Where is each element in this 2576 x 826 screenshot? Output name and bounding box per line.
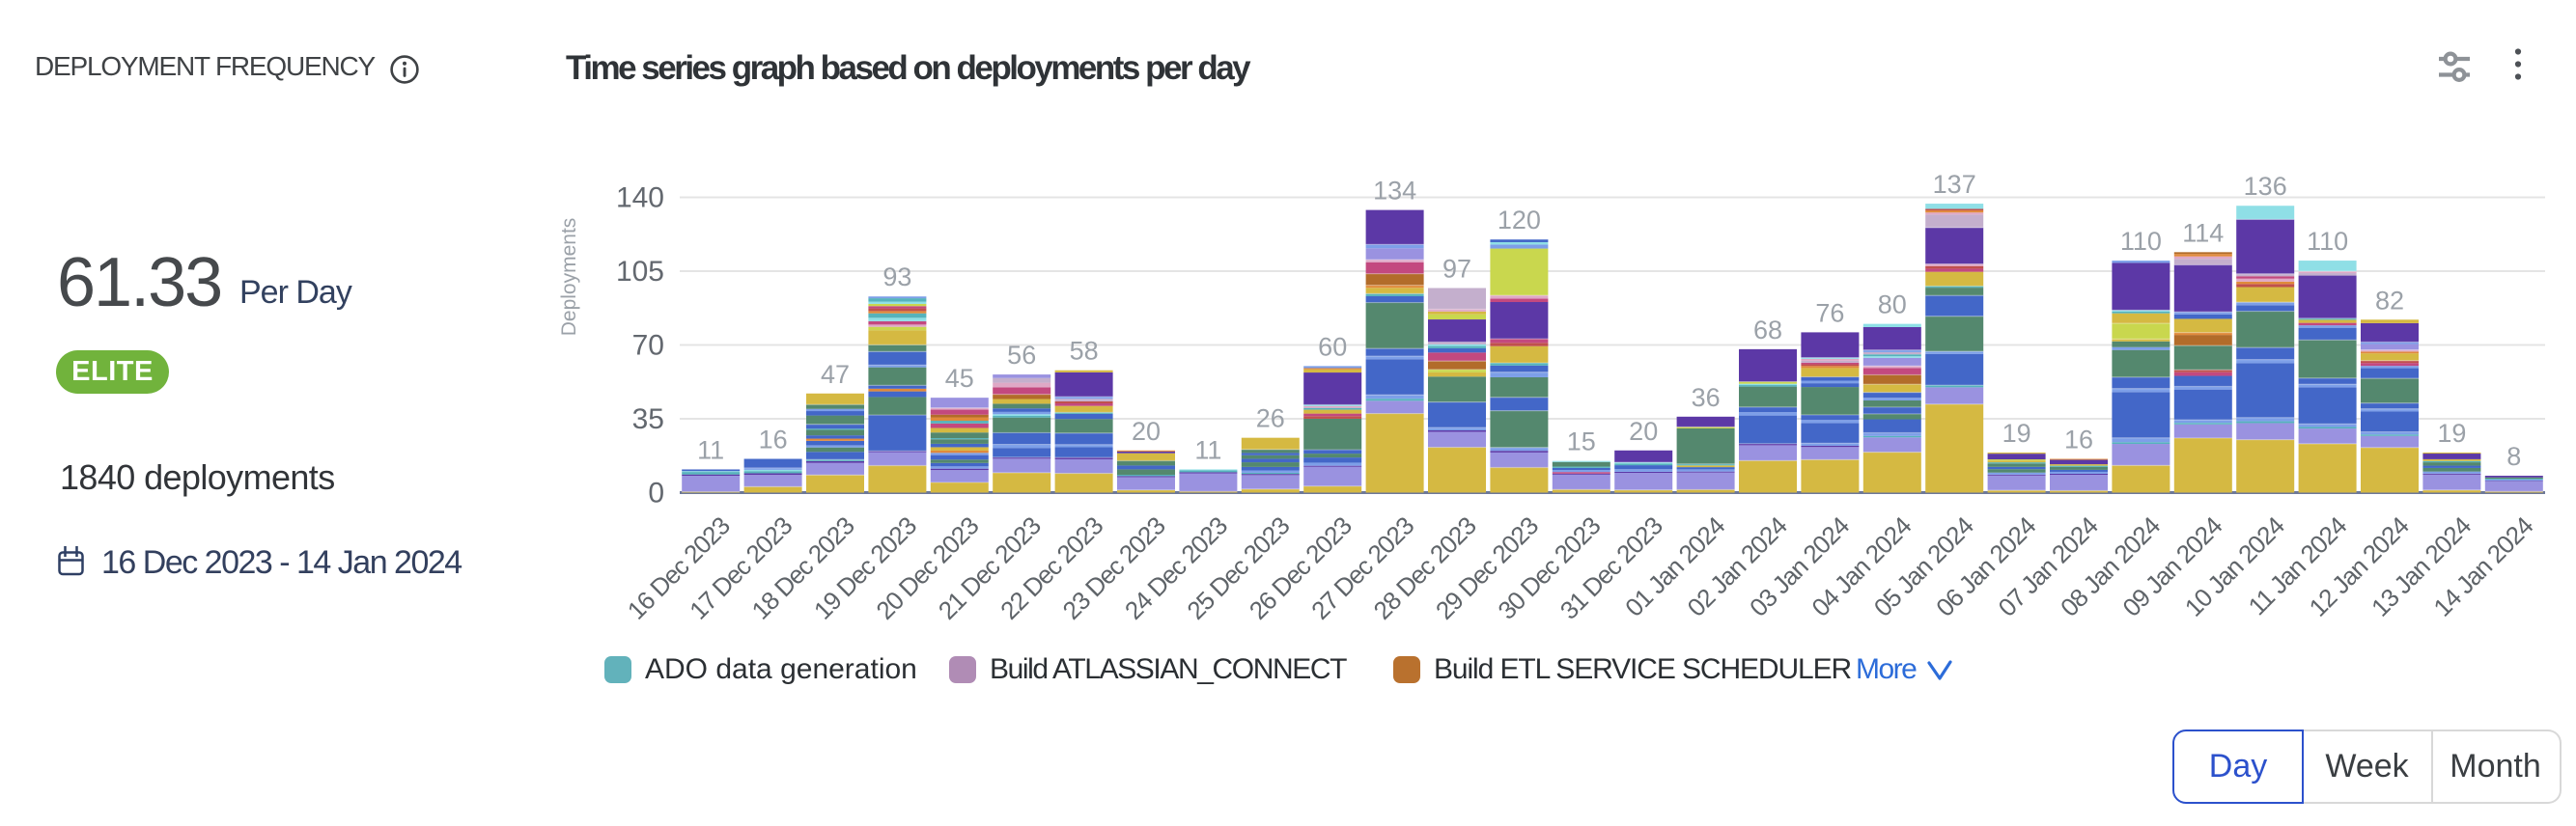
svg-text:105: 105 <box>616 256 664 288</box>
svg-text:11: 11 <box>697 436 724 465</box>
svg-text:60: 60 <box>1318 332 1347 361</box>
svg-text:8: 8 <box>2506 442 2521 471</box>
svg-text:80: 80 <box>1878 290 1907 319</box>
svg-text:45: 45 <box>945 364 974 393</box>
svg-text:68: 68 <box>1753 316 1782 344</box>
svg-text:137: 137 <box>1933 170 1976 199</box>
svg-text:110: 110 <box>2307 227 2348 256</box>
svg-text:56: 56 <box>1007 341 1036 370</box>
svg-text:140: 140 <box>616 182 664 214</box>
svg-text:35: 35 <box>632 403 664 435</box>
svg-text:97: 97 <box>1442 255 1471 284</box>
svg-text:15: 15 <box>1567 427 1596 456</box>
svg-text:20: 20 <box>1629 417 1658 446</box>
svg-text:70: 70 <box>632 330 664 362</box>
svg-text:76: 76 <box>1815 298 1844 327</box>
svg-text:11: 11 <box>1194 436 1221 465</box>
svg-text:82: 82 <box>2375 286 2404 315</box>
svg-text:47: 47 <box>821 360 850 389</box>
svg-text:93: 93 <box>882 262 911 291</box>
svg-text:19: 19 <box>2002 419 2031 448</box>
svg-text:16: 16 <box>2064 426 2093 454</box>
svg-text:Deployments: Deployments <box>558 218 580 337</box>
svg-text:0: 0 <box>648 478 664 509</box>
svg-text:110: 110 <box>2120 227 2162 256</box>
svg-text:19: 19 <box>2437 419 2466 448</box>
svg-text:36: 36 <box>1692 383 1721 412</box>
svg-text:134: 134 <box>1373 177 1416 206</box>
svg-text:26: 26 <box>1256 404 1285 433</box>
svg-text:120: 120 <box>1498 206 1541 234</box>
svg-text:16: 16 <box>759 426 788 454</box>
svg-text:58: 58 <box>1070 337 1099 366</box>
svg-text:20: 20 <box>1132 417 1161 446</box>
svg-text:136: 136 <box>2244 172 2287 201</box>
svg-text:114: 114 <box>2182 218 2224 247</box>
